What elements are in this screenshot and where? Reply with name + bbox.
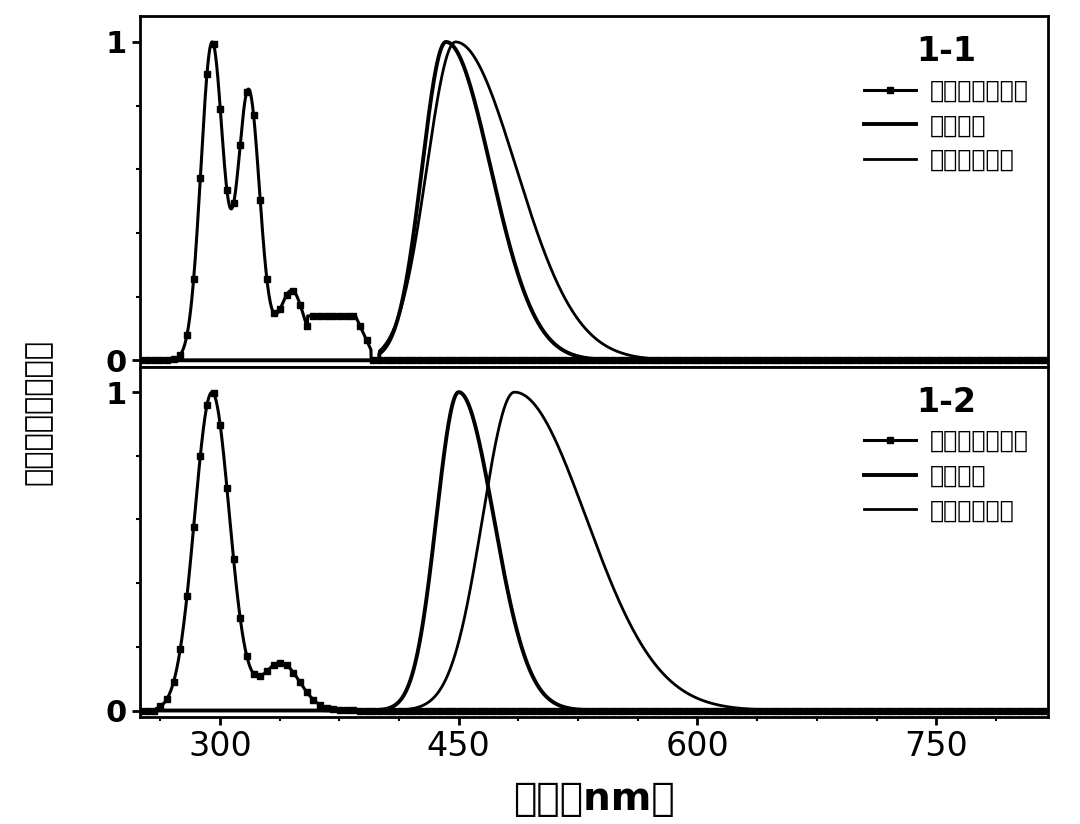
低温磷光光谱 xyxy=(482,479,495,489)
低温磷光光谱 xyxy=(238,355,251,365)
紫外可见吸收谱 xyxy=(238,101,251,111)
紫外可见吸收谱 xyxy=(134,705,147,715)
荧光光谱 xyxy=(238,355,251,365)
荧光光谱 xyxy=(440,37,453,47)
紫外可见吸收谱 xyxy=(205,37,218,47)
紫外可见吸收谱 xyxy=(292,674,305,684)
紫外可见吸收谱 xyxy=(482,705,495,715)
紫外可见吸收谱 xyxy=(1041,705,1054,715)
荧光光谱 xyxy=(292,355,305,365)
Line: 紫外可见吸收谱: 紫外可见吸收谱 xyxy=(137,39,1051,363)
低温磷光光谱 xyxy=(926,355,939,365)
荧光光谱 xyxy=(926,355,939,365)
荧光光谱 xyxy=(926,705,939,715)
低温磷光光谱 xyxy=(522,393,535,403)
Line: 低温磷光光谱: 低温磷光光谱 xyxy=(140,392,1048,710)
荧光光谱 xyxy=(134,705,147,715)
紫外可见吸收谱 xyxy=(482,355,495,365)
紫外可见吸收谱 xyxy=(522,355,535,365)
荧光光谱 xyxy=(1024,705,1037,715)
荧光光谱 xyxy=(482,485,495,494)
低温磷光光谱 xyxy=(1041,355,1054,365)
低温磷光光谱 xyxy=(926,705,939,715)
低温磷光光谱 xyxy=(238,705,251,715)
Line: 荧光光谱: 荧光光谱 xyxy=(140,392,1048,710)
紫外可见吸收谱 xyxy=(292,294,305,304)
低温磷光光谱 xyxy=(508,387,521,397)
Line: 紫外可见吸收谱: 紫外可见吸收谱 xyxy=(137,389,1051,714)
Line: 低温磷光光谱: 低温磷光光谱 xyxy=(140,42,1048,360)
荧光光谱 xyxy=(522,660,535,670)
低温磷光光谱 xyxy=(134,705,147,715)
紫外可见吸收谱 xyxy=(134,355,147,365)
低温磷光光谱 xyxy=(134,355,147,365)
紫外可见吸收谱 xyxy=(238,639,251,648)
Legend: 紫外可见吸收谱, 荧光光谱, 低温磷光光谱: 紫外可见吸收谱, 荧光光谱, 低温磷光光谱 xyxy=(856,378,1036,530)
低温磷光光谱 xyxy=(522,199,535,209)
紫外可见吸收谱 xyxy=(1024,355,1037,365)
紫外可见吸收谱 xyxy=(205,387,218,397)
低温磷光光谱 xyxy=(1024,355,1037,365)
荧光光谱 xyxy=(1024,355,1037,365)
紫外可见吸收谱 xyxy=(522,705,535,715)
紫外可见吸收谱 xyxy=(1041,355,1054,365)
低温磷光光谱 xyxy=(1024,705,1037,715)
Text: 归一化的光谱强度: 归一化的光谱强度 xyxy=(24,339,52,485)
X-axis label: 波长（nm）: 波长（nm） xyxy=(513,780,675,817)
荧光光谱 xyxy=(522,297,535,307)
荧光光谱 xyxy=(134,355,147,365)
荧光光谱 xyxy=(292,705,305,715)
低温磷光光谱 xyxy=(449,37,462,47)
Line: 荧光光谱: 荧光光谱 xyxy=(140,42,1048,360)
紫外可见吸收谱 xyxy=(926,355,939,365)
Legend: 紫外可见吸收谱, 荧光光谱, 低温磷光光谱: 紫外可见吸收谱, 荧光光谱, 低温磷光光谱 xyxy=(856,28,1036,180)
低温磷光光谱 xyxy=(1041,705,1054,715)
低温磷光光谱 xyxy=(482,81,495,91)
低温磷光光谱 xyxy=(292,705,305,715)
低温磷光光谱 xyxy=(292,355,305,365)
紫外可见吸收谱 xyxy=(926,705,939,715)
荧光光谱 xyxy=(238,705,251,715)
荧光光谱 xyxy=(1041,705,1054,715)
紫外可见吸收谱 xyxy=(1024,705,1037,715)
荧光光谱 xyxy=(1041,355,1054,365)
荧光光谱 xyxy=(453,387,465,397)
荧光光谱 xyxy=(482,154,495,164)
